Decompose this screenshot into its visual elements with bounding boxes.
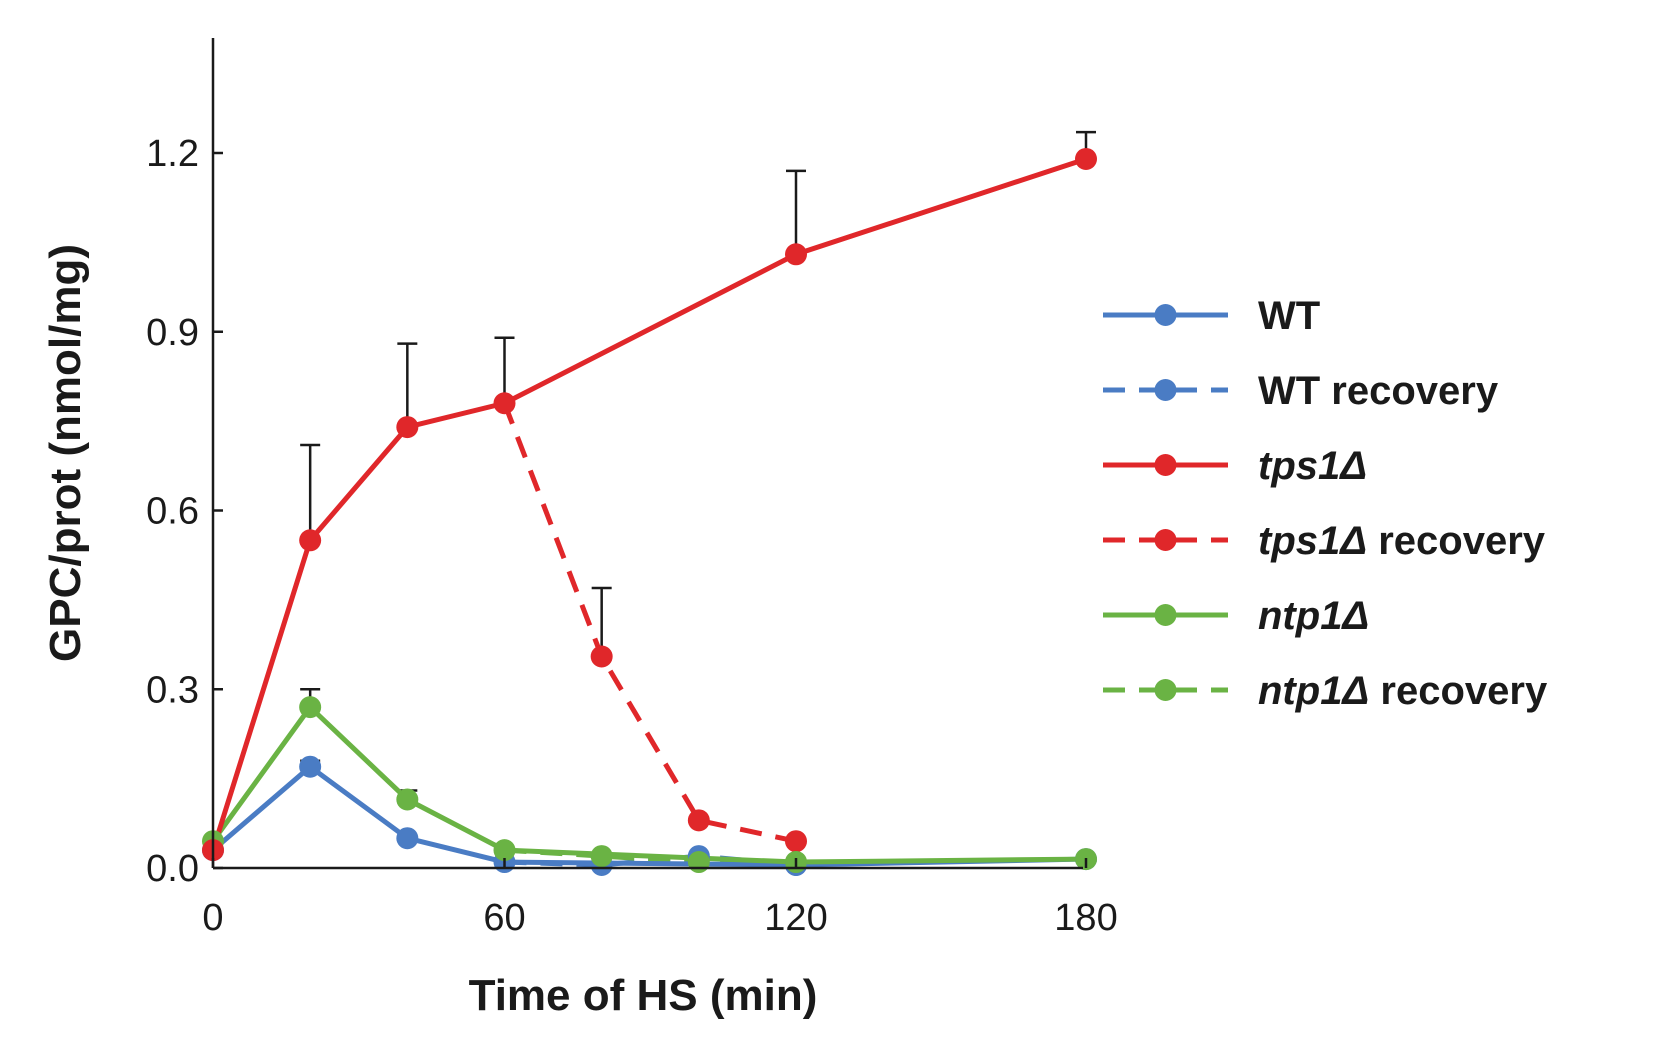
point-tps1delta [1075, 147, 1097, 170]
x-axis-title: Time of HS (min) [469, 971, 818, 1020]
legend-label-text: WT recovery [1258, 369, 1499, 413]
legend-swatch-marker [1154, 304, 1177, 326]
legend-label-italic: tps1Δ [1258, 444, 1367, 488]
y-tick-label: 0.0 [146, 848, 199, 890]
point-wt [396, 827, 419, 850]
legend-swatch-marker [1154, 379, 1177, 401]
legend-label: tps1Δ recovery [1258, 519, 1546, 563]
point-tps1delta [785, 243, 807, 266]
legend-label: tps1Δ [1258, 444, 1367, 488]
point-wt [299, 755, 322, 778]
point-tps1delta [493, 392, 516, 415]
series-line-ntp1delta [210, 704, 1087, 865]
legend-swatch-marker [1154, 604, 1177, 626]
legend-swatch-marker [1154, 529, 1177, 551]
legend-swatch-marker [1154, 679, 1177, 701]
series-line-tps1delta [210, 156, 1087, 851]
point-ntp1delta [493, 839, 516, 862]
error-bars [300, 130, 1096, 800]
point-ntp1delta [299, 696, 322, 719]
legend-item-tps1delta-recovery: tps1Δ recovery [1103, 519, 1546, 563]
legend-item-wt: WT [1103, 294, 1320, 338]
legend-label: WT [1258, 294, 1320, 338]
x-tick-label: 0 [202, 897, 223, 939]
point-tps1delta [299, 529, 322, 552]
legend-item-tps1delta: tps1Δ [1103, 444, 1367, 488]
legend-swatch-marker [1154, 454, 1177, 476]
y-axis-ticks: 0.0 0.3 0.6 0.9 1.2 [146, 133, 223, 890]
point-tps1delta-recovery [590, 645, 613, 668]
y-tick-label: 0.6 [146, 491, 199, 533]
legend-label: ntp1Δ recovery [1258, 669, 1548, 713]
legend-label: ntp1Δ [1258, 594, 1369, 638]
legend-item-wt-recovery: WT recovery [1103, 369, 1499, 413]
legend-label-text: recovery [1367, 519, 1546, 563]
legend-label-italic: ntp1Δ [1258, 669, 1369, 713]
legend-label-italic: tps1Δ [1258, 519, 1367, 563]
y-tick-label: 1.2 [146, 133, 199, 175]
point-ntp1delta-recovery [687, 851, 710, 874]
y-axis-title: GPC/prot (nmol/mg) [41, 244, 90, 662]
series-lines [210, 156, 1087, 868]
point-tps1delta-recovery [785, 830, 807, 853]
point-tps1delta-recovery [687, 809, 710, 832]
series-line-wt [211, 764, 1087, 868]
x-tick-label: 180 [1054, 897, 1117, 939]
x-tick-label: 60 [483, 897, 525, 939]
x-axis-ticks: 0 60 120 180 [202, 858, 1118, 939]
point-tps1delta [396, 416, 419, 439]
point-ntp1delta [396, 788, 419, 811]
series-line-tps1delta-recovery [502, 402, 797, 844]
legend-label-italic: ntp1Δ [1258, 594, 1369, 638]
legend-item-ntp1delta-recovery: ntp1Δ recovery [1103, 669, 1548, 713]
x-tick-label: 120 [764, 897, 827, 939]
point-ntp1delta-recovery [590, 845, 613, 868]
y-tick-label: 0.3 [146, 669, 199, 711]
y-tick-label: 0.9 [146, 312, 199, 354]
legend-label-text: WT [1258, 294, 1320, 338]
legend-label-text: recovery [1369, 669, 1548, 713]
axes [211, 38, 1083, 870]
legend-item-ntp1delta: ntp1Δ [1103, 594, 1369, 638]
legend-label: WT recovery [1258, 369, 1499, 413]
